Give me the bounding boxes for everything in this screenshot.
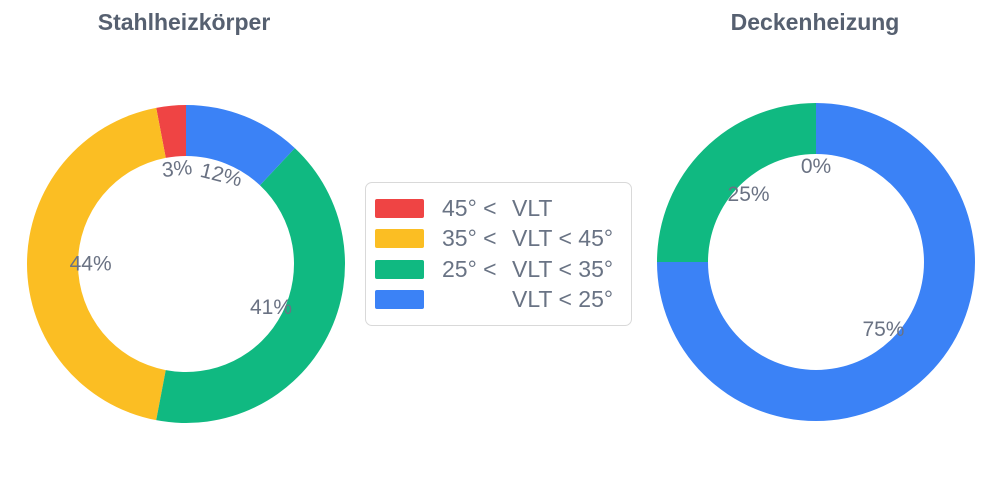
percent-label: 44% bbox=[70, 253, 112, 276]
donut-chart-right: 0% 25% 75% bbox=[657, 103, 975, 421]
legend-swatch bbox=[375, 259, 424, 279]
percent-label: 0% bbox=[801, 155, 831, 178]
legend: 45° < VLT 35° < VLT < 45° 25° < VLT < 35° VLT … bbox=[365, 182, 632, 326]
legend-label-prefix: 45° < bbox=[442, 194, 497, 221]
pie-slice-3[interactable] bbox=[186, 105, 295, 186]
legend-label: 35° < VLT < 45° bbox=[442, 227, 613, 250]
legend-label-rest: VLT < 45° bbox=[512, 225, 614, 252]
legend-label-rest: VLT bbox=[512, 194, 553, 221]
percent-label: 41% bbox=[250, 296, 292, 319]
pie-slice-3[interactable] bbox=[657, 103, 975, 421]
legend-label-prefix bbox=[442, 288, 512, 311]
percent-label: 25% bbox=[728, 183, 770, 206]
legend-label-prefix: 25° < bbox=[442, 255, 497, 282]
legend-label-prefix: 35° < bbox=[442, 225, 497, 252]
legend-label-rest: VLT < 35° bbox=[512, 255, 614, 282]
chart-title-left: Stahlheizkörper bbox=[97, 9, 271, 35]
legend-label: 25° < VLT < 35° bbox=[442, 255, 614, 282]
donut-chart-left: 3%44%41%12% bbox=[26, 105, 345, 424]
legend-swatch bbox=[375, 198, 424, 218]
legend-label-rest: VLT < 25° bbox=[512, 286, 614, 313]
legend-swatch bbox=[375, 229, 424, 249]
legend-item-1[interactable]: 35° < VLT < 45° bbox=[375, 224, 622, 255]
legend-item-0[interactable]: 45° < VLT bbox=[375, 193, 622, 224]
pie-slice-1[interactable] bbox=[26, 107, 166, 421]
pie-slice-2[interactable] bbox=[657, 103, 816, 262]
pie-slice-2[interactable] bbox=[156, 148, 345, 424]
pie-slice-0[interactable] bbox=[156, 105, 186, 158]
legend-item-3[interactable]: VLT < 25° bbox=[375, 285, 622, 316]
legend-label: 45° < VLT bbox=[442, 194, 553, 221]
legend-item-2[interactable]: 25° < VLT < 35° bbox=[375, 254, 622, 285]
legend-swatch bbox=[375, 290, 424, 310]
percent-label: 75% bbox=[862, 318, 904, 341]
percent-label: 3% bbox=[161, 156, 194, 182]
chart-title-right: Deckenheizung bbox=[730, 9, 900, 35]
legend-label: VLT < 25° bbox=[442, 288, 613, 311]
